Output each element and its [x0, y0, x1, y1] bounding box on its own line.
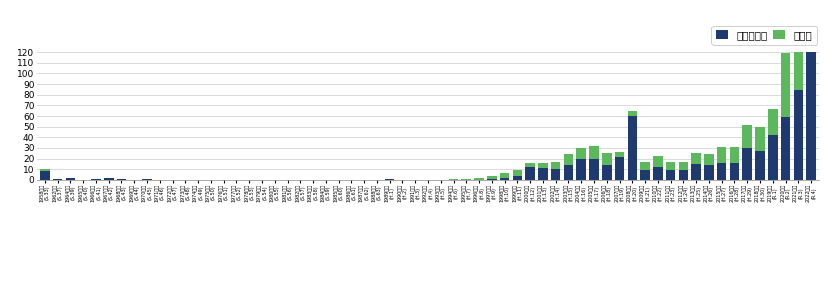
Bar: [487, 175, 496, 179]
Bar: [666, 170, 676, 180]
Bar: [628, 111, 637, 116]
Bar: [564, 165, 573, 180]
Bar: [679, 162, 688, 170]
Bar: [781, 117, 791, 180]
Bar: [729, 163, 739, 180]
Bar: [65, 178, 75, 180]
Bar: [487, 179, 496, 180]
Bar: [729, 147, 739, 163]
Bar: [653, 167, 662, 180]
Bar: [614, 152, 624, 157]
Bar: [500, 178, 509, 180]
Bar: [717, 163, 726, 180]
Bar: [679, 170, 688, 180]
Bar: [576, 159, 586, 180]
Bar: [142, 179, 152, 180]
Bar: [91, 179, 101, 180]
Bar: [743, 124, 752, 148]
Bar: [551, 169, 561, 180]
Bar: [806, 0, 816, 52]
Bar: [564, 154, 573, 165]
Bar: [666, 162, 676, 170]
Bar: [513, 175, 522, 180]
Bar: [474, 178, 484, 180]
Bar: [602, 165, 611, 180]
Bar: [653, 156, 662, 167]
Bar: [781, 53, 791, 117]
Bar: [640, 170, 650, 180]
Bar: [768, 135, 777, 180]
Bar: [755, 127, 765, 151]
Bar: [449, 179, 458, 180]
Legend: 施策編以外, 施策編: 施策編以外, 施策編: [711, 26, 816, 45]
Bar: [691, 153, 701, 164]
Bar: [461, 179, 471, 180]
Bar: [614, 157, 624, 180]
Bar: [525, 163, 535, 167]
Bar: [551, 162, 561, 169]
Bar: [628, 116, 637, 180]
Bar: [525, 167, 535, 180]
Bar: [576, 148, 586, 159]
Bar: [40, 171, 50, 180]
Bar: [513, 170, 522, 175]
Bar: [755, 151, 765, 180]
Bar: [538, 163, 547, 168]
Bar: [640, 162, 650, 170]
Bar: [104, 178, 113, 180]
Bar: [53, 179, 62, 180]
Bar: [385, 179, 394, 180]
Bar: [794, 90, 803, 180]
Bar: [717, 147, 726, 163]
Bar: [40, 169, 50, 171]
Bar: [589, 159, 599, 180]
Bar: [806, 52, 816, 180]
Bar: [743, 148, 752, 180]
Bar: [691, 164, 701, 180]
Bar: [704, 165, 714, 180]
Bar: [117, 179, 127, 180]
Bar: [589, 146, 599, 159]
Bar: [794, 16, 803, 90]
Bar: [602, 153, 611, 165]
Bar: [704, 154, 714, 165]
Bar: [538, 168, 547, 180]
Bar: [768, 108, 777, 135]
Bar: [500, 173, 509, 178]
